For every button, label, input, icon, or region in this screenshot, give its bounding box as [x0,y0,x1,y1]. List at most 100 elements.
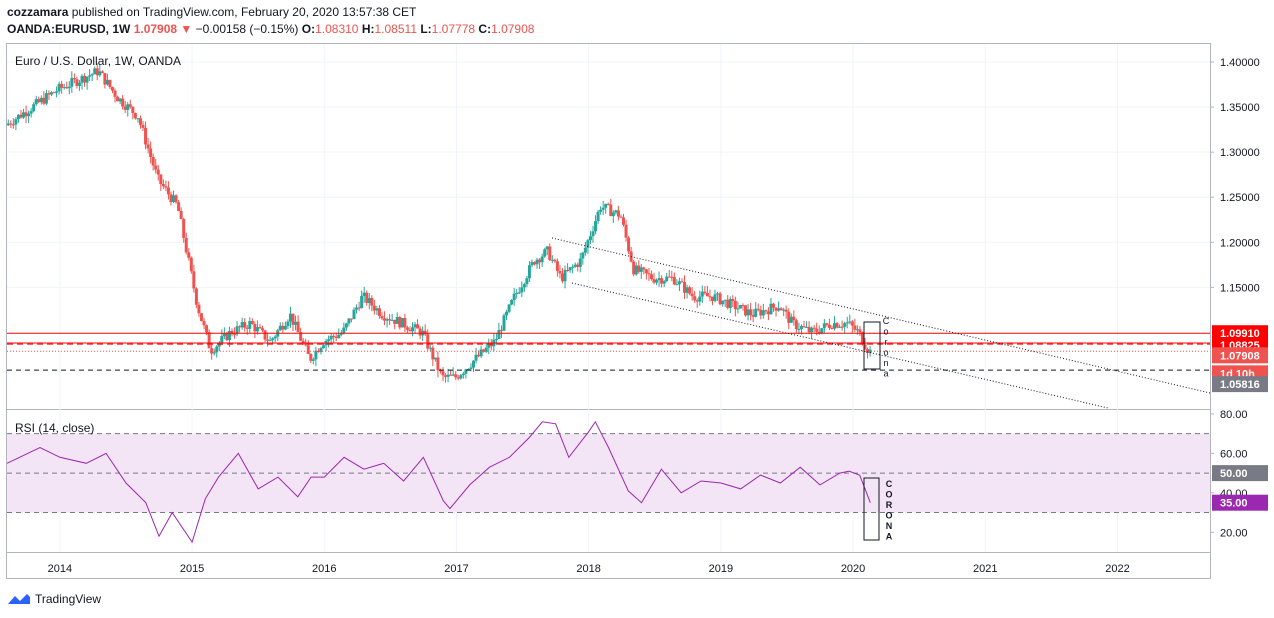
candle-body [240,322,244,328]
candle-body [377,308,381,317]
candle-body [835,323,839,328]
candle-body [736,308,740,310]
candle-body [179,211,183,220]
candle-body [560,273,564,282]
candle-body [555,261,559,271]
candle-body [850,321,854,326]
candle-body [301,340,305,344]
candle-body [464,369,468,374]
candle-body [227,330,231,341]
candle-body [545,246,549,250]
candle-body [431,347,435,360]
rsi-label-text: 35.00 [1220,498,1248,510]
candle-body [466,368,470,370]
price-tick-label: 1.40000 [1220,57,1260,69]
candle-body [761,310,765,316]
candle-body [688,287,692,294]
chart-frame [6,43,1211,579]
candle-body [680,281,684,283]
candle-body [418,328,422,336]
symbol-name[interactable]: OANDA:EURUSD, 1W [7,22,131,36]
candle-body [700,291,704,297]
price-axis[interactable]: 1.40000 1.35000 1.30000 1.25000 1.20000 1.150… [1210,57,1260,294]
corona-box-price[interactable] [863,321,881,370]
candle-body [207,332,211,349]
candle-body [566,269,570,271]
time-tick-label: 2019 [709,563,733,575]
price-change: −0.00158 (−0.15%) [195,22,299,36]
open-label: O: [301,22,316,36]
last-price: 1.07908 [133,22,178,36]
corona-letter: o [883,348,888,358]
corona-box-rsi[interactable] [863,477,880,541]
candle-body [111,87,115,91]
candle-body [100,71,104,74]
candle-body [395,317,399,324]
candle-body [472,360,476,368]
candle-body [189,257,193,272]
candle-body [459,375,463,379]
candle-body [238,326,242,328]
candle-body [749,309,753,316]
candle-body [347,318,351,324]
candle-body [624,224,628,238]
candle-body [108,79,112,88]
rsi-tick-label: 20.00 [1220,527,1248,539]
time-axis[interactable]: 2014 2015 2016 2017 2018 2019 2020 2021 2022 [48,563,1130,575]
candle-body [263,330,267,340]
candle-body [83,75,87,83]
candle-body [632,261,636,275]
price-tick-label: 1.20000 [1220,237,1260,249]
candle-body [67,86,71,89]
candle-body [52,92,56,94]
candle-body [444,375,448,377]
candle-body [72,77,76,80]
candle-body [436,357,440,371]
candle-body [662,281,666,284]
candle-body [42,97,46,104]
candle-body [822,323,826,329]
candle-body [792,316,796,321]
candle-body [245,327,249,329]
candle-body [342,327,346,334]
candle-body [525,278,529,285]
candle-body [212,352,216,354]
candle-body [604,203,608,208]
candle-body [187,252,191,258]
candle-body [34,99,38,105]
candle-body [548,246,552,261]
candle-body [550,259,554,261]
close-label: C: [478,22,492,36]
candle-body [642,267,646,270]
rsi-label-bg [1212,494,1268,511]
candle-body [863,344,867,350]
candle-body [782,309,786,311]
candle-body [858,329,862,333]
candle-body [29,111,33,114]
candle-body [675,284,679,286]
candle-body [505,311,509,316]
candle-body [634,265,638,275]
candle-body [777,308,781,311]
candle-body [357,307,361,309]
candle-body [677,281,681,285]
candle-body [520,287,524,293]
candle-body [149,148,153,157]
time-tick-label: 2016 [312,563,336,575]
candle-body [405,327,409,330]
candle-body [817,331,821,334]
channel-lower-line[interactable] [571,282,1109,409]
candle-body [744,305,748,316]
brand-name[interactable]: TradingView [35,592,102,606]
price-label-bg [1212,376,1268,393]
tradingview-logo-icon[interactable] [7,592,31,606]
price-pane-title: Euro / U.S. Dollar, 1W, OANDA [15,54,181,68]
candle-body [39,97,43,103]
candle-body [75,79,79,86]
candle-body [113,90,117,97]
candle-body [502,315,506,331]
candle-body [375,308,379,311]
candle-body [184,237,188,253]
author-name[interactable]: cozzamara [7,5,69,19]
